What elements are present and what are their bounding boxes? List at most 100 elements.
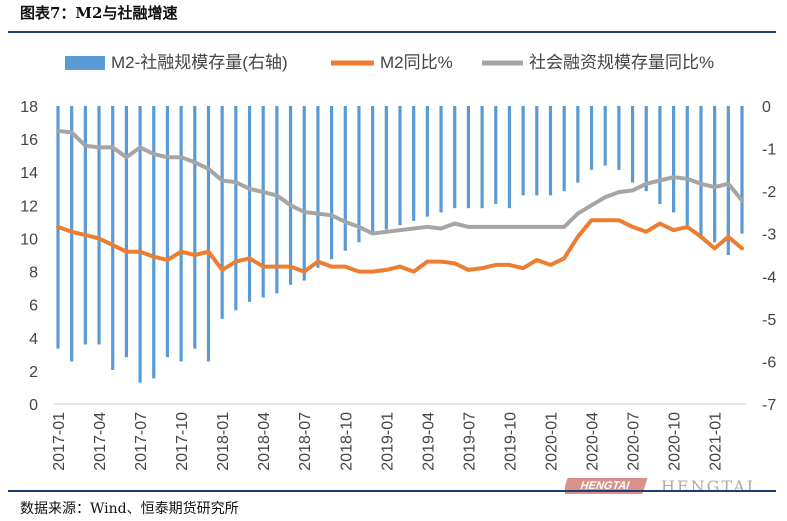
bar xyxy=(193,106,197,349)
bar xyxy=(398,106,402,226)
x-tick-label: 2021-01 xyxy=(708,412,725,471)
bar xyxy=(466,106,470,209)
legend-label-social: 社会融资规模存量同比% xyxy=(529,53,714,72)
bar xyxy=(97,106,101,345)
bar xyxy=(658,106,662,204)
x-tick-label: 2018-07 xyxy=(297,412,314,471)
left-tick-label: 14 xyxy=(20,165,38,182)
bar-series xyxy=(56,106,744,383)
m2-line xyxy=(56,218,744,274)
right-tick-label: -4 xyxy=(762,269,776,286)
x-tick-label: 2017-04 xyxy=(92,412,109,471)
bar xyxy=(576,106,580,183)
bar xyxy=(644,106,648,192)
bar xyxy=(726,106,730,255)
bar xyxy=(480,106,484,209)
left-tick-label: 2 xyxy=(29,364,38,381)
bar xyxy=(357,106,361,243)
bar xyxy=(124,106,128,358)
x-tick-label: 2020-07 xyxy=(626,412,643,471)
watermark-text: HENGTAI FU xyxy=(661,477,756,498)
bar xyxy=(275,106,279,294)
bar xyxy=(302,106,306,281)
left-tick-label: 4 xyxy=(29,331,38,348)
bar xyxy=(713,106,717,243)
legend-label-bar: M2-社融规模存量(右轴) xyxy=(111,53,288,72)
x-tick-label: 2020-10 xyxy=(667,412,684,471)
bar xyxy=(494,106,498,204)
bar xyxy=(111,106,115,370)
bar xyxy=(247,106,252,302)
bar xyxy=(439,106,443,213)
bar xyxy=(152,106,156,379)
left-tick-label: 16 xyxy=(20,132,38,149)
bar xyxy=(617,106,621,170)
bar xyxy=(330,106,334,260)
left-tick-label: 6 xyxy=(29,298,38,315)
right-tick-label: -1 xyxy=(762,142,776,159)
bar xyxy=(343,106,347,251)
social-financing-line xyxy=(56,128,744,236)
right-tick-label: -5 xyxy=(762,312,776,329)
bar xyxy=(261,106,265,298)
legend-swatch-bar xyxy=(65,56,105,70)
left-axis: 0 2 4 6 8 10 12 14 16 18 xyxy=(20,99,38,414)
watermark: HENGTAI HENGTAI FU xyxy=(565,474,785,498)
bar xyxy=(521,106,525,196)
x-tick-label: 2019-07 xyxy=(461,412,478,471)
bar xyxy=(740,106,744,234)
x-tick-label: 2017-01 xyxy=(51,412,68,471)
bar xyxy=(179,106,183,362)
bar xyxy=(630,106,635,183)
bar xyxy=(220,106,224,319)
left-tick-label: 0 xyxy=(29,397,38,414)
x-tick-label: 2018-04 xyxy=(256,412,273,471)
legend-label-m2: M2同比% xyxy=(380,53,453,72)
bar xyxy=(562,106,566,192)
legend: M2-社融规模存量(右轴) M2同比% 社会融资规模存量同比% xyxy=(65,53,714,72)
x-tick-label: 2018-01 xyxy=(215,412,232,471)
bar xyxy=(535,106,539,196)
right-tick-label: -6 xyxy=(762,354,776,371)
right-tick-label: -7 xyxy=(762,397,776,414)
right-tick-label: -3 xyxy=(762,227,776,244)
x-tick-label: 2019-01 xyxy=(379,412,396,471)
bar xyxy=(206,106,211,362)
bar xyxy=(603,106,607,166)
left-tick-label: 18 xyxy=(20,99,38,116)
bar xyxy=(83,106,87,345)
chart: M2-社融规模存量(右轴) M2同比% 社会融资规模存量同比% 0 2 4 6 8 10 12 1… xyxy=(20,53,776,471)
bar xyxy=(507,106,512,209)
bar xyxy=(425,106,429,217)
x-tick-label: 2020-04 xyxy=(585,412,602,471)
bar xyxy=(672,106,676,213)
x-tick-label: 2019-10 xyxy=(502,412,519,471)
x-tick-label: 2020-01 xyxy=(543,412,560,471)
bar xyxy=(316,106,320,268)
left-tick-label: 10 xyxy=(20,231,38,248)
x-tick-label: 2018-10 xyxy=(338,412,355,471)
bottom-rule xyxy=(8,490,776,492)
bar xyxy=(138,106,142,383)
line-series xyxy=(56,128,744,274)
bar xyxy=(165,106,170,358)
bar xyxy=(384,106,388,230)
bar xyxy=(453,106,457,209)
figure-caption: 图表7：M2与社融增速 xyxy=(20,4,178,22)
x-tick-label: 2017-10 xyxy=(174,412,191,471)
x-axis: 2017-01 2017-04 2017-07 2017-10 2018-01 2018-… xyxy=(51,403,746,471)
bar xyxy=(589,106,594,170)
bar xyxy=(548,106,553,196)
left-tick-label: 12 xyxy=(20,198,38,215)
bar xyxy=(371,106,375,234)
left-tick-label: 8 xyxy=(29,265,38,282)
bar xyxy=(288,106,293,285)
bar xyxy=(412,106,416,221)
right-tick-label: 0 xyxy=(762,99,771,116)
source-note: 数据来源：Wind、恒泰期货研究所 xyxy=(20,501,239,517)
bar xyxy=(699,106,703,238)
right-axis: 0 -1 -2 -3 -4 -5 -6 -7 xyxy=(762,99,776,414)
x-tick-label: 2017-07 xyxy=(133,412,150,471)
top-rule xyxy=(8,31,776,33)
right-tick-label: -2 xyxy=(762,184,776,201)
